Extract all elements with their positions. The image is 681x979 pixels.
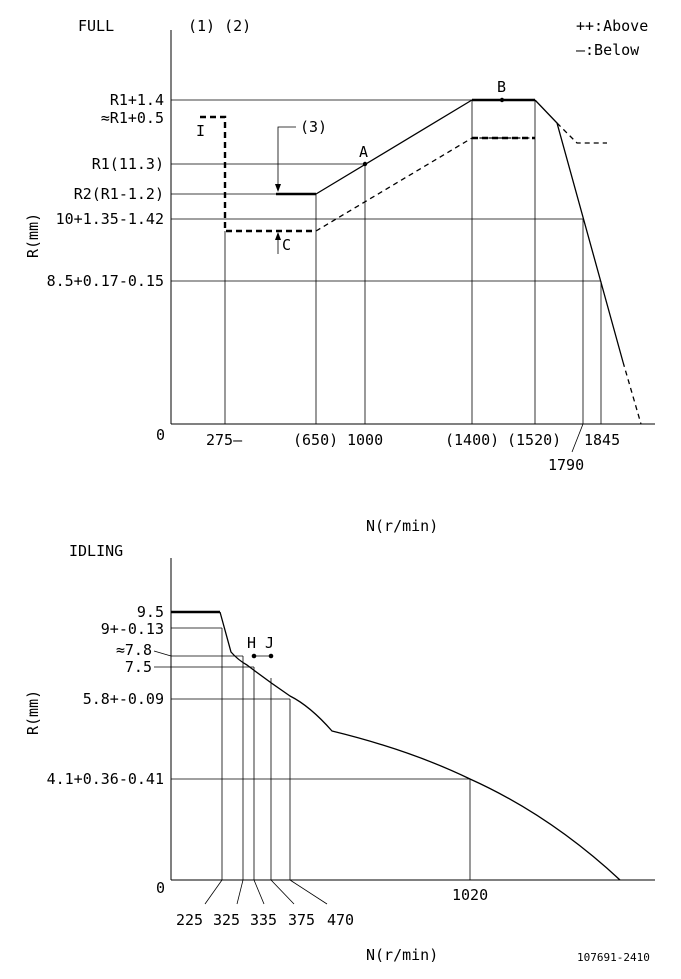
y-label-eight-five: 8.5+0.17-0.15 [47,272,164,290]
x-label-1000: 1000 [347,431,383,449]
callout-3-arrow-up [275,232,281,240]
idle-x-375-leader [270,879,295,905]
y-label-ten: 10+1.35-1.42 [56,210,164,228]
idle-y-label-95: 9.5 [137,603,164,621]
x-label-1790: 1790 [548,456,584,474]
idle-x-335-leader [253,879,265,905]
y-label-r1-plus: R1+1.4 [110,91,164,109]
idle-x-label-470: 470 [327,911,354,929]
idle-y-label-41: 4.1+0.36-0.41 [47,770,164,788]
idle-y-label-75: 7.5 [125,658,152,676]
legend-above: ++:Above [576,17,648,35]
y-label-r1-approx: ≈R1+0.5 [101,109,164,127]
callout-3-label: (3) [300,118,327,136]
point-i-label: I [196,122,205,140]
idle-y-78-tick [153,650,172,657]
full-curve-fall [534,99,624,363]
callout-3-arrow-down [275,184,281,192]
x-label-1790-leader [571,423,584,453]
x-label-1520: (1520) [507,431,561,449]
y-label-r2: R2(R1-1.2) [74,185,164,203]
idle-x-325-leader [236,879,244,905]
x-label-650: (650) [293,431,338,449]
x-label-1845: 1845 [584,431,620,449]
document-code: 107691-2410 [577,951,650,964]
point-b-dot [499,97,505,103]
full-title: FULL [78,17,114,35]
idle-x-225-leader [204,879,223,905]
full-curve-tail-dashed [622,361,642,425]
point-b-label: B [497,78,506,96]
full-origin: 0 [156,426,165,444]
idling-y-axis-label: R(mm) [24,690,42,735]
idle-y-label-58: 5.8+-0.09 [83,690,164,708]
full-y-axis-label: R(mm) [24,213,42,258]
y-label-r1: R1(11.3) [92,155,164,173]
point-a-dot [362,161,368,167]
point-c-label: C [282,236,291,254]
point-h-label: H [247,634,256,652]
full-curve-rise [315,99,473,195]
full-chart: FULL (1) (2) ++:Above —:Below [24,17,655,535]
full-x-axis-label: N(r/min) [366,517,438,535]
point-a-label: A [359,143,368,161]
full-dashed-rise [315,137,535,232]
x-label-1400: (1400) [445,431,499,449]
idling-origin: 0 [156,879,165,897]
x-label-275: 275— [206,431,243,449]
idling-chart: IDLING H J 9.5 9+-0.13 ≈7.8 7.5 5.8+-0.0… [24,542,655,964]
idle-x-label-375: 375 [288,911,315,929]
callout-3-leader [277,126,296,190]
idle-y-label-9: 9+-0.13 [101,620,164,638]
idle-curve [219,611,621,881]
legend-below: —:Below [576,41,640,59]
idling-title: IDLING [69,542,123,560]
idle-x-label-225: 225 [176,911,203,929]
idling-x-axis-label: N(r/min) [366,946,438,964]
point-j-label: J [265,634,274,652]
idle-x-label-325: 325 [213,911,240,929]
full-notes: (1) (2) [188,17,251,35]
idle-x-470-leader [289,879,328,905]
full-dashed-idle-box [200,115,316,233]
idle-x-label-1020: 1020 [452,886,488,904]
idle-y-label-78: ≈7.8 [116,641,152,659]
full-dashed-end [556,122,607,144]
idle-x-label-335: 335 [250,911,277,929]
